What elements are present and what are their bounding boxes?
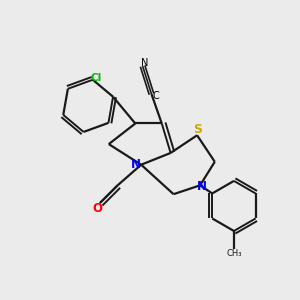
Text: Cl: Cl <box>90 73 101 83</box>
Text: CH₃: CH₃ <box>226 249 242 258</box>
Text: S: S <box>193 123 202 136</box>
Text: N: N <box>196 180 206 193</box>
Text: N: N <box>131 158 141 171</box>
Text: O: O <box>92 202 102 215</box>
Text: C: C <box>152 91 159 100</box>
Text: N: N <box>141 58 149 68</box>
